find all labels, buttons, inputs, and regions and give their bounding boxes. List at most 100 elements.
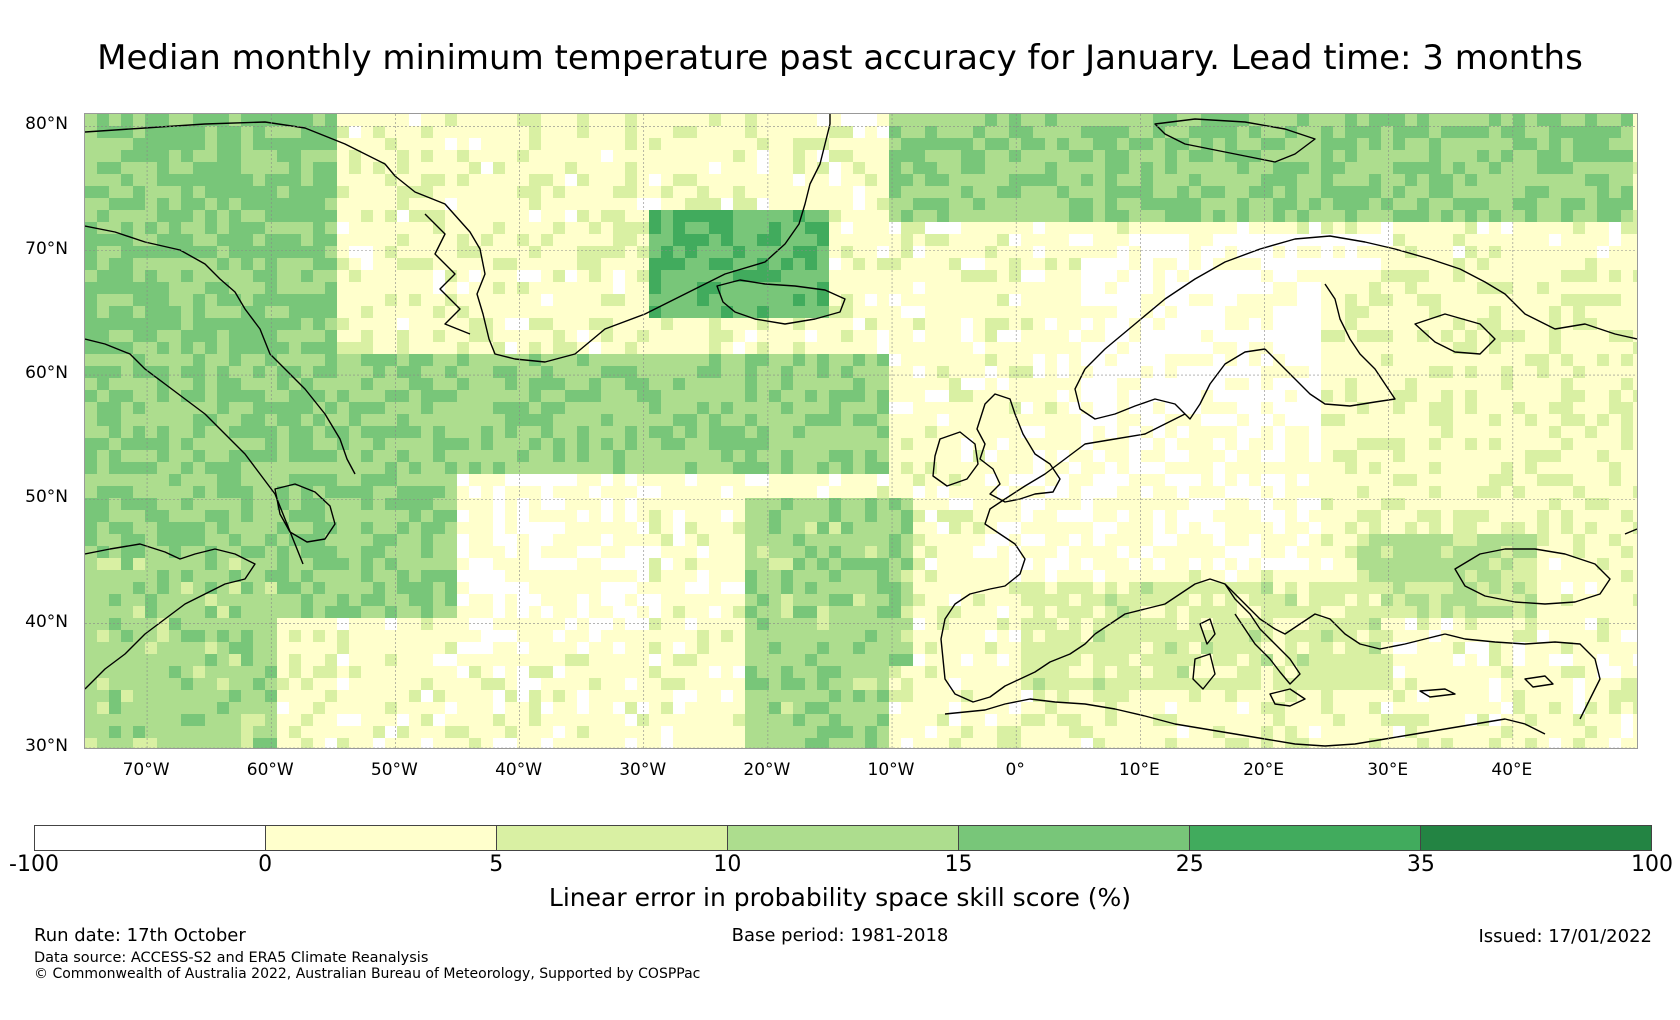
- skill-cell: [481, 186, 494, 199]
- skill-cell: [181, 186, 194, 199]
- skill-cell: [793, 186, 806, 199]
- skill-cell: [1285, 162, 1298, 175]
- skill-cell: [433, 114, 446, 127]
- skill-cell: [1021, 510, 1034, 523]
- skill-cell: [1465, 414, 1478, 427]
- skill-cell: [1489, 258, 1502, 271]
- skill-cell: [313, 234, 326, 247]
- skill-cell: [805, 342, 818, 355]
- skill-cell: [1465, 390, 1478, 403]
- skill-cell: [577, 138, 590, 151]
- skill-cell: [1261, 222, 1274, 235]
- skill-cell: [421, 354, 434, 367]
- skill-cell: [913, 186, 926, 199]
- skill-cell: [565, 498, 578, 511]
- skill-cell: [949, 186, 962, 199]
- skill-cell: [661, 450, 674, 463]
- skill-cell: [241, 486, 254, 499]
- skill-cell: [385, 498, 398, 511]
- skill-cell: [853, 150, 866, 163]
- skill-cell: [1201, 282, 1214, 295]
- skill-cell: [613, 198, 626, 211]
- skill-cell: [697, 390, 710, 403]
- skill-cell: [1261, 438, 1274, 451]
- skill-cell: [937, 234, 950, 247]
- skill-cell: [901, 366, 914, 379]
- skill-cell: [169, 150, 182, 163]
- skill-cell: [601, 258, 614, 271]
- skill-cell: [1393, 546, 1406, 559]
- skill-cell: [493, 546, 506, 559]
- skill-cell: [769, 486, 782, 499]
- skill-cell: [1033, 198, 1046, 211]
- skill-cell: [793, 522, 806, 535]
- skill-cell: [1477, 138, 1490, 151]
- skill-cell: [1369, 450, 1382, 463]
- skill-cell: [553, 378, 566, 391]
- skill-cell: [1177, 498, 1190, 511]
- skill-cell: [265, 390, 278, 403]
- skill-cell: [1597, 522, 1610, 535]
- skill-cell: [829, 234, 842, 247]
- skill-cell: [997, 282, 1010, 295]
- skill-cell: [1093, 390, 1106, 403]
- skill-cell: [169, 426, 182, 439]
- skill-cell: [169, 126, 182, 139]
- skill-cell: [1021, 342, 1034, 355]
- skill-cell: [1165, 150, 1178, 163]
- skill-cell: [1201, 186, 1214, 199]
- skill-cell: [145, 402, 158, 415]
- skill-cell: [337, 222, 350, 235]
- skill-cell: [817, 510, 830, 523]
- skill-cell: [517, 462, 530, 475]
- skill-cell: [1381, 546, 1394, 559]
- skill-cell: [1237, 186, 1250, 199]
- skill-cell: [361, 366, 374, 379]
- skill-cell: [553, 186, 566, 199]
- skill-cell: [133, 558, 146, 571]
- skill-cell: [829, 126, 842, 139]
- skill-cell: [1309, 414, 1322, 427]
- skill-cell: [505, 318, 518, 331]
- skill-cell: [673, 270, 686, 283]
- skill-cell: [313, 438, 326, 451]
- skill-cell: [1117, 306, 1130, 319]
- skill-cell: [349, 306, 362, 319]
- skill-cell: [1309, 486, 1322, 499]
- skill-cell: [1525, 378, 1538, 391]
- skill-cell: [853, 426, 866, 439]
- skill-cell: [1489, 222, 1502, 235]
- skill-cell: [289, 210, 302, 223]
- skill-cell: [805, 402, 818, 415]
- skill-cell: [313, 222, 326, 235]
- skill-cell: [949, 486, 962, 499]
- skill-cell: [673, 234, 686, 247]
- skill-cell: [1585, 414, 1598, 427]
- skill-cell: [865, 558, 878, 571]
- skill-cell: [445, 174, 458, 187]
- skill-cell: [133, 114, 146, 127]
- skill-cell: [505, 246, 518, 259]
- skill-cell: [313, 114, 326, 127]
- skill-cell: [649, 186, 662, 199]
- skill-cell: [949, 138, 962, 151]
- skill-cell: [289, 294, 302, 307]
- skill-cell: [1057, 210, 1070, 223]
- skill-cell: [337, 138, 350, 151]
- skill-cell: [1597, 402, 1610, 415]
- skill-cell: [961, 222, 974, 235]
- skill-cell: [361, 354, 374, 367]
- skill-cell: [133, 138, 146, 151]
- skill-cell: [1501, 246, 1514, 259]
- skill-cell: [1405, 162, 1418, 175]
- skill-cell: [589, 150, 602, 163]
- skill-cell: [253, 474, 266, 487]
- skill-cell: [829, 282, 842, 295]
- skill-cell: [1213, 546, 1226, 559]
- skill-cell: [937, 330, 950, 343]
- skill-cell: [445, 390, 458, 403]
- skill-cell: [997, 162, 1010, 175]
- skill-cell: [1513, 306, 1526, 319]
- skill-cell: [661, 426, 674, 439]
- skill-cell: [85, 438, 98, 451]
